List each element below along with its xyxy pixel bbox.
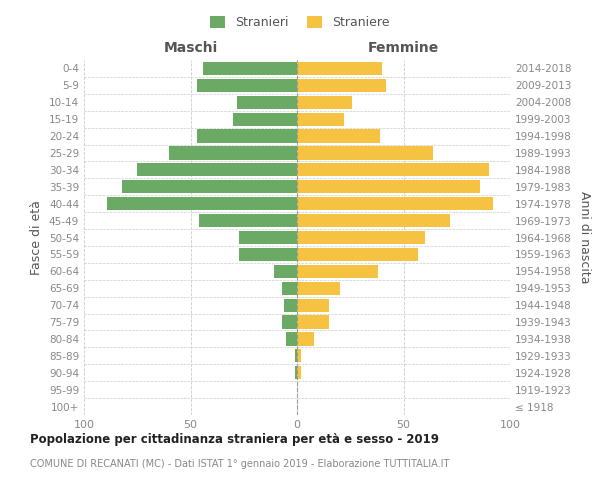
Bar (297, 248, 418, 261)
Bar (282, 282, 297, 295)
Bar (297, 298, 329, 312)
Bar (297, 366, 301, 380)
Bar (239, 248, 297, 261)
Bar (284, 298, 297, 312)
Bar (274, 264, 297, 278)
Bar (297, 332, 314, 345)
Bar (297, 96, 352, 109)
Text: Maschi: Maschi (163, 41, 218, 55)
Bar (137, 164, 297, 176)
Bar (297, 264, 378, 278)
Bar (238, 96, 297, 109)
Bar (297, 349, 301, 362)
Bar (239, 231, 297, 244)
Bar (297, 146, 433, 160)
Bar (233, 112, 297, 126)
Bar (297, 180, 480, 194)
Bar (295, 366, 297, 380)
Bar (203, 62, 297, 75)
Bar (297, 164, 488, 176)
Bar (297, 231, 425, 244)
Bar (199, 214, 297, 227)
Y-axis label: Fasce di età: Fasce di età (31, 200, 43, 275)
Bar (297, 197, 493, 210)
Bar (297, 316, 329, 328)
Bar (297, 62, 382, 75)
Bar (122, 180, 297, 194)
Bar (297, 112, 344, 126)
Bar (297, 282, 340, 295)
Bar (197, 79, 297, 92)
Text: COMUNE DI RECANATI (MC) - Dati ISTAT 1° gennaio 2019 - Elaborazione TUTTITALIA.I: COMUNE DI RECANATI (MC) - Dati ISTAT 1° … (30, 459, 449, 469)
Legend: Stranieri, Straniere: Stranieri, Straniere (205, 11, 395, 34)
Bar (297, 130, 380, 142)
Bar (169, 146, 297, 160)
Bar (295, 349, 297, 362)
Y-axis label: Anni di nascita: Anni di nascita (578, 191, 591, 284)
Bar (297, 79, 386, 92)
Text: Popolazione per cittadinanza straniera per età e sesso - 2019: Popolazione per cittadinanza straniera p… (30, 432, 439, 446)
Bar (107, 197, 297, 210)
Text: Femmine: Femmine (368, 41, 439, 55)
Bar (282, 316, 297, 328)
Bar (297, 214, 451, 227)
Bar (286, 332, 297, 345)
Bar (197, 130, 297, 142)
